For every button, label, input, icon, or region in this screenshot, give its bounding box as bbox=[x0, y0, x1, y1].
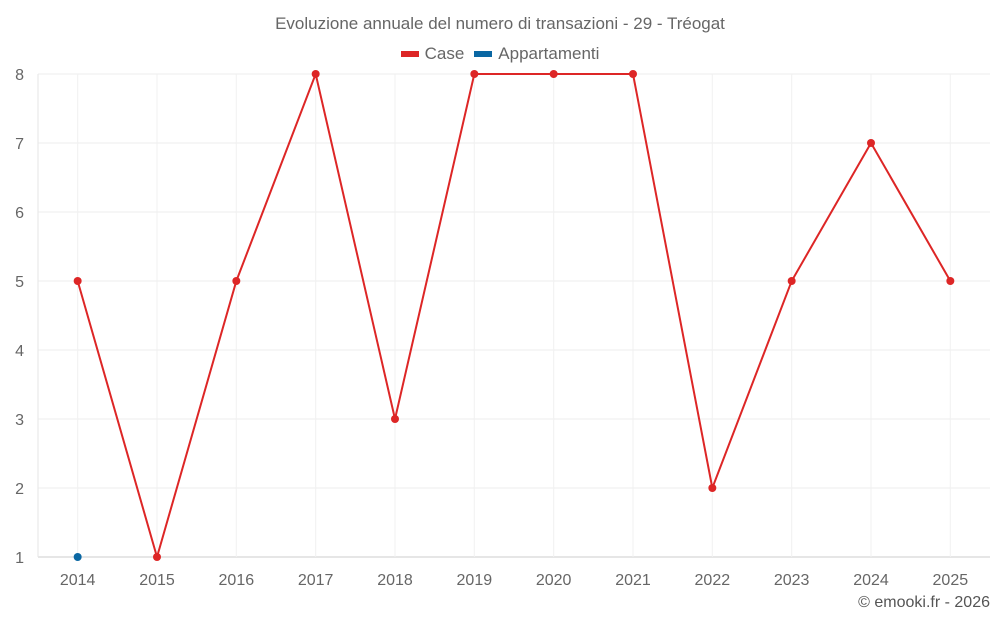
legend-item-appartamenti[interactable]: Appartamenti bbox=[474, 44, 599, 64]
series-line-case bbox=[76, 70, 952, 561]
legend-label-appartamenti: Appartamenti bbox=[498, 44, 600, 63]
y-tick-label: 6 bbox=[15, 205, 24, 222]
x-tick-label: 2021 bbox=[615, 572, 651, 589]
data-point-case bbox=[787, 277, 796, 285]
x-tick-label: 2014 bbox=[60, 572, 96, 589]
y-tick-label: 5 bbox=[15, 274, 24, 291]
x-tick-label: 2025 bbox=[933, 572, 969, 589]
y-tick-label: 3 bbox=[15, 412, 24, 429]
x-tick-label: 2022 bbox=[695, 572, 731, 589]
x-tick-label: 2023 bbox=[774, 572, 810, 589]
chart-title: Evoluzione annuale del numero di transaz… bbox=[275, 14, 725, 33]
y-tick-label: 1 bbox=[15, 550, 24, 567]
y-tick-label: 7 bbox=[15, 136, 24, 153]
y-tick-label: 8 bbox=[15, 67, 24, 84]
x-tick-label: 2015 bbox=[139, 572, 175, 589]
data-point-case bbox=[311, 70, 320, 78]
data-point-case bbox=[708, 484, 717, 492]
y-tick-label: 4 bbox=[15, 343, 24, 360]
data-point-case bbox=[391, 415, 399, 423]
x-tick-label: 2019 bbox=[457, 572, 493, 589]
legend-label-case: Case bbox=[424, 44, 465, 63]
data-point-appartamenti bbox=[73, 553, 82, 561]
x-tick-label: 2018 bbox=[377, 572, 413, 589]
x-tick-label: 2020 bbox=[536, 572, 572, 589]
data-point-case bbox=[867, 139, 875, 147]
y-tick-label: 2 bbox=[15, 481, 24, 498]
data-point-case bbox=[549, 70, 558, 78]
legend-swatch-appartamenti bbox=[474, 51, 493, 57]
data-point-case bbox=[73, 277, 82, 285]
credit: © emooki.fr - 2026 bbox=[858, 594, 990, 611]
data-point-case bbox=[470, 70, 479, 78]
data-point-case bbox=[153, 553, 161, 561]
data-point-case bbox=[629, 70, 637, 78]
legend-item-case[interactable]: Case bbox=[400, 44, 465, 64]
x-tick-label: 2016 bbox=[219, 572, 255, 589]
legend-swatch-case bbox=[400, 51, 419, 57]
data-point-case bbox=[232, 277, 241, 285]
x-tick-label: 2024 bbox=[853, 572, 889, 589]
x-tick-label: 2017 bbox=[298, 572, 334, 589]
data-point-case bbox=[946, 277, 955, 285]
legend: Case Appartamenti bbox=[0, 44, 1000, 64]
